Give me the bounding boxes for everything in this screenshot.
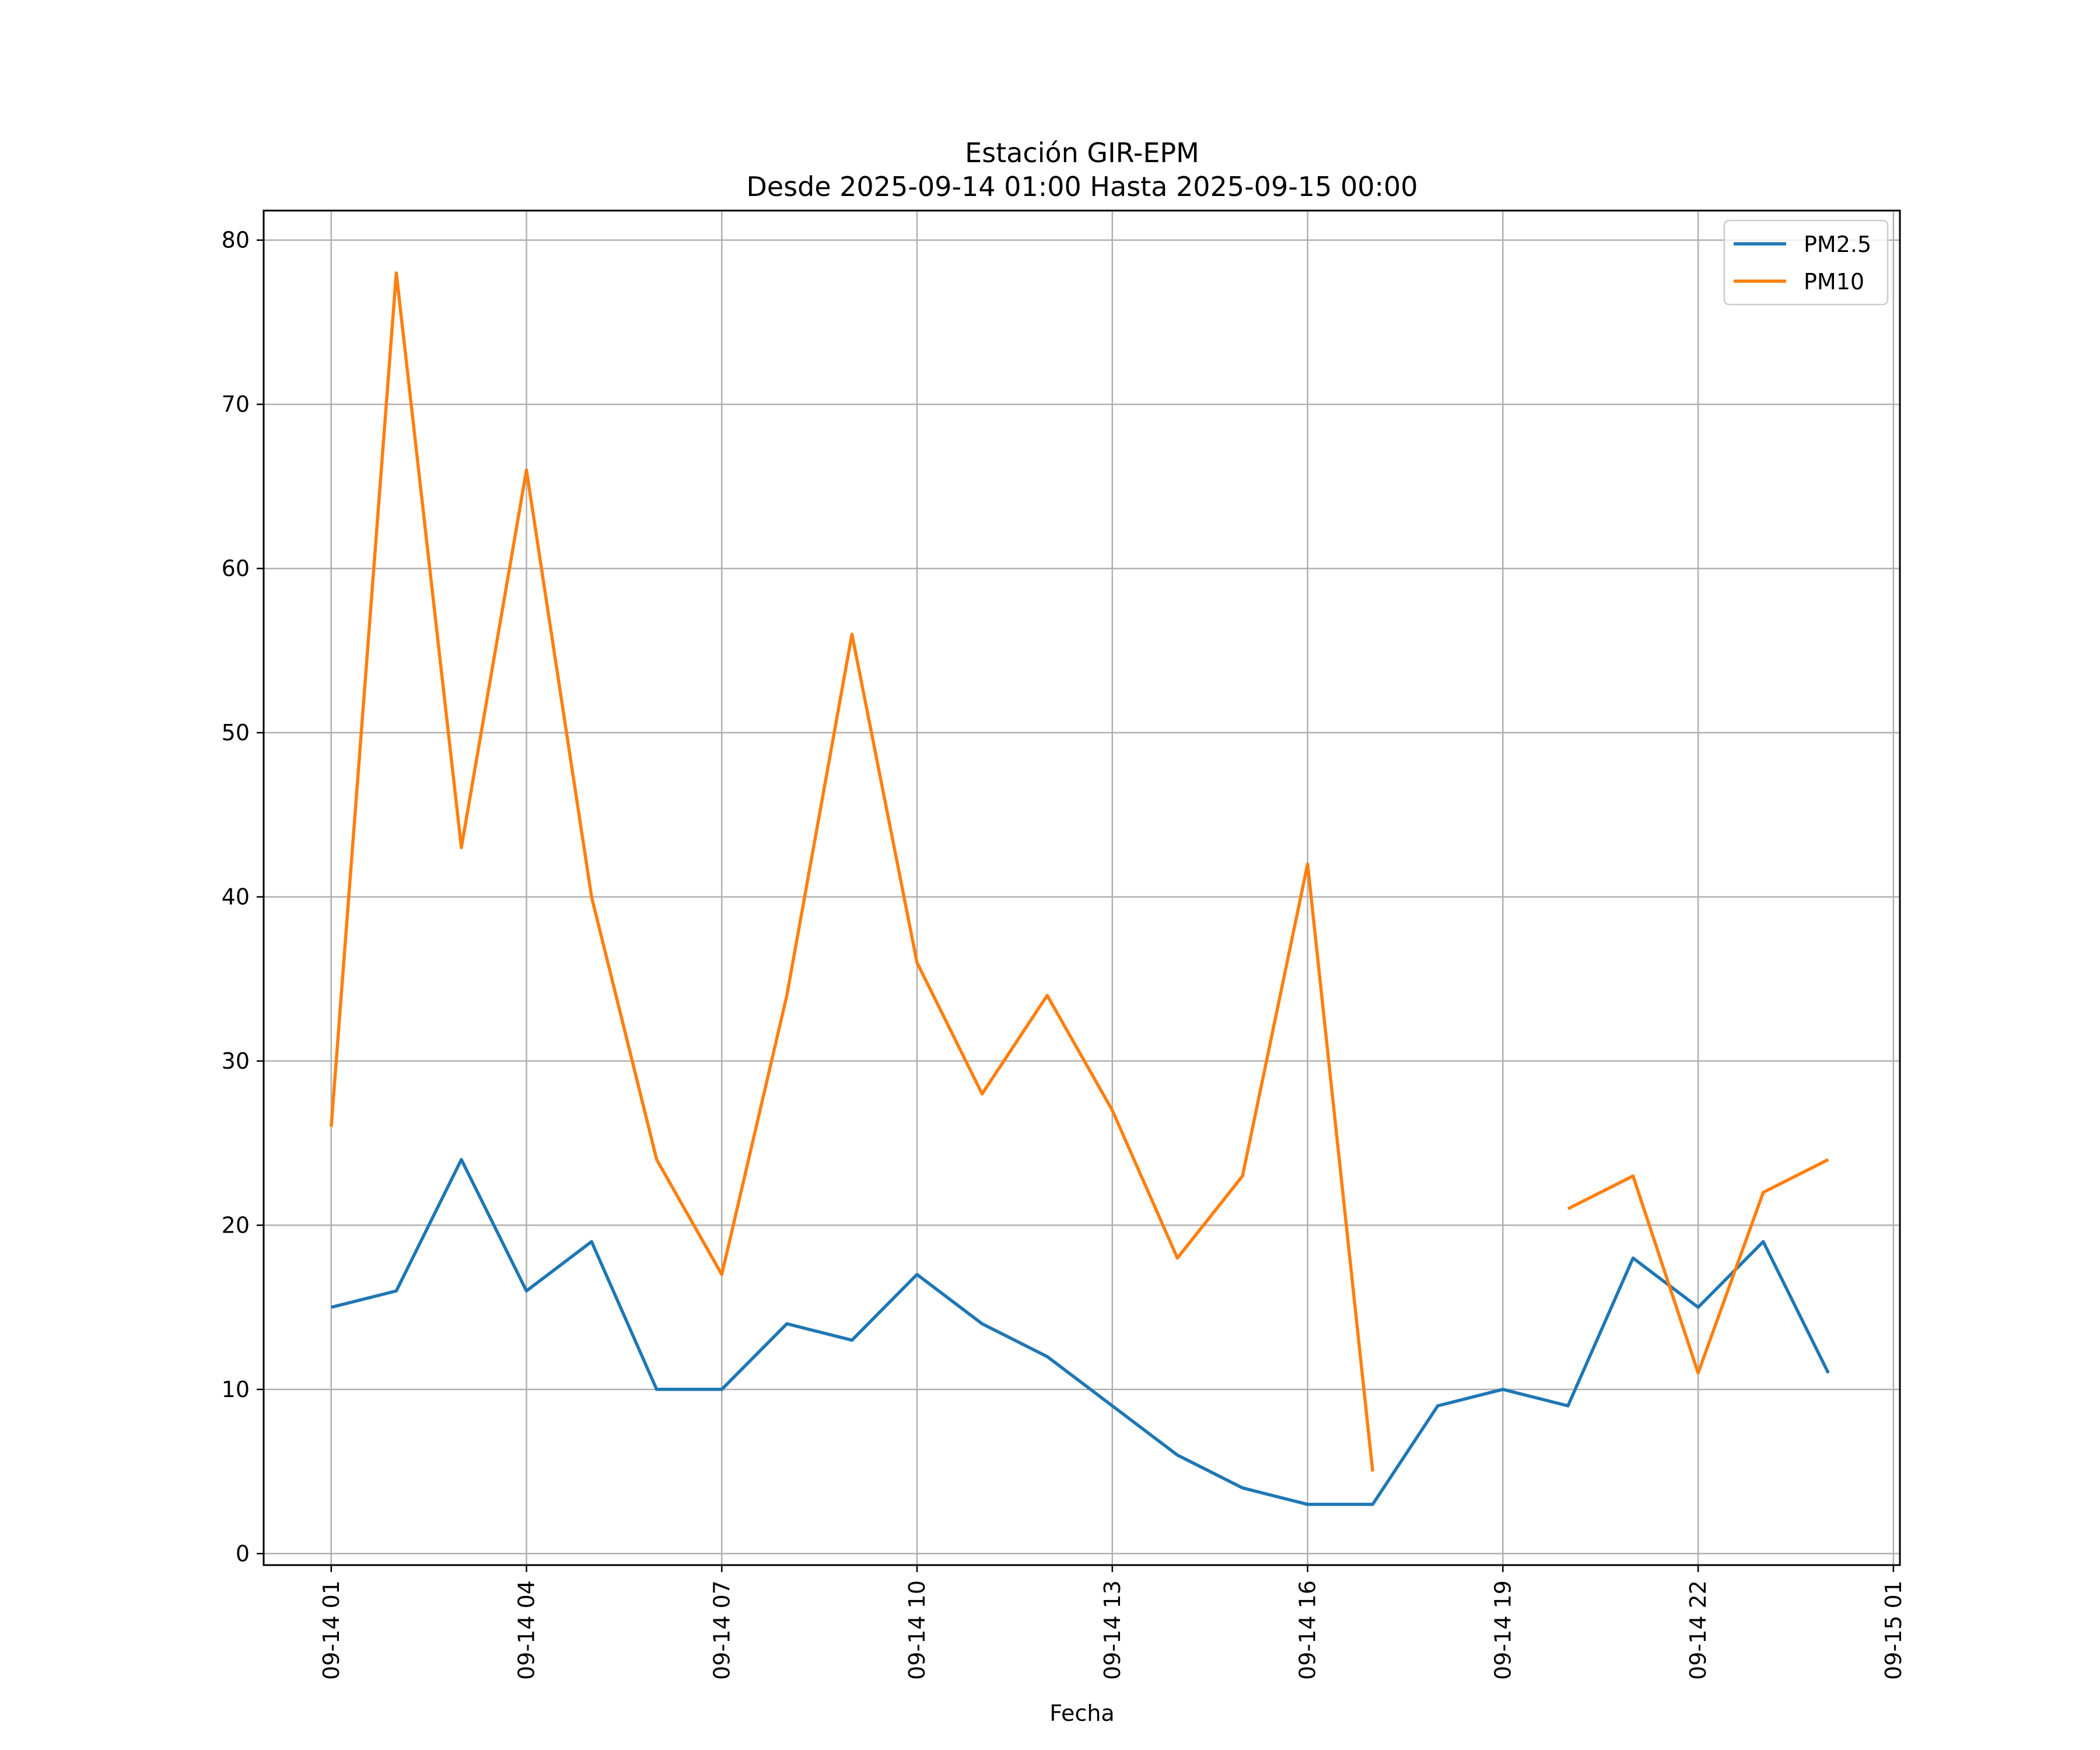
x-tick-label: 09-14 10	[904, 1580, 930, 1680]
x-tick-label: 09-14 13	[1100, 1580, 1125, 1680]
grid	[264, 211, 1900, 1565]
y-tick-label: 60	[222, 556, 250, 582]
x-tick-label: 09-14 22	[1685, 1580, 1711, 1680]
series-line-pm10	[1567, 1158, 1829, 1375]
legend-pm10-label: PM10	[1804, 269, 1864, 295]
series-line-pm10	[330, 271, 1374, 1472]
x-axis-label: Fecha	[1049, 1700, 1114, 1726]
y-tick-label: 80	[222, 228, 250, 253]
chart-subtitle: Desde 2025-09-14 01:00 Hasta 2025-09-15 …	[746, 171, 1418, 202]
y-tick-label: 70	[222, 391, 250, 417]
y-tick-label: 10	[222, 1377, 250, 1402]
y-tick-label: 20	[222, 1212, 250, 1238]
legend: PM2.5 PM10	[1723, 219, 1889, 306]
y-tick-label: 50	[222, 720, 250, 746]
series-line-pm25	[331, 1158, 1830, 1506]
y-tick-label: 40	[222, 884, 250, 909]
y-tick-label: 0	[236, 1541, 250, 1566]
plot-frame	[262, 209, 1901, 1566]
x-tick-label: 09-14 16	[1295, 1580, 1321, 1680]
x-tick-label: 09-14 04	[514, 1580, 540, 1680]
series-lines	[330, 271, 1830, 1506]
legend-pm25-label: PM2.5	[1804, 232, 1871, 257]
plot-area	[264, 211, 1900, 1565]
legend-box	[1723, 219, 1889, 306]
x-tick-label: 09-14 19	[1490, 1580, 1516, 1680]
x-tick-label: 09-14 07	[709, 1580, 734, 1680]
x-tick-label: 09-14 01	[318, 1580, 344, 1680]
y-tick-label: 30	[222, 1048, 250, 1074]
chart-title: Estación GIR-EPM	[965, 137, 1199, 169]
x-axis-ticks: 09-14 01 09-14 04 09-14 07 09-14 10 09-14 13…	[318, 1565, 1906, 1680]
y-axis-ticks: 0 10 20 30 40 50 60 70 80	[222, 228, 264, 1566]
x-tick-label: 09-15 01	[1881, 1580, 1906, 1680]
